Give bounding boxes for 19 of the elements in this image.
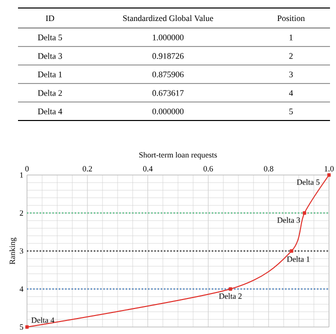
point	[228, 287, 232, 291]
text: Delta 4	[38, 108, 62, 114]
text: Delta 3	[38, 52, 62, 59]
text: 0.000000	[152, 108, 184, 114]
text: 4	[289, 90, 293, 96]
text: 1	[290, 34, 293, 40]
text: 1.000000	[152, 34, 184, 40]
text: 5	[289, 108, 293, 114]
text: Delta 5	[38, 34, 62, 40]
text: 0.918726	[152, 53, 184, 59]
text: 3	[289, 72, 293, 78]
text: Delta 2	[38, 90, 62, 96]
text: ID	[46, 15, 54, 22]
text: 2	[289, 53, 293, 59]
text: Delta 1	[38, 71, 62, 78]
text: Position	[277, 15, 305, 22]
text: 0.875906	[152, 72, 184, 78]
text: Standardized Global Value	[123, 15, 214, 22]
text: 0.673617	[152, 90, 184, 96]
